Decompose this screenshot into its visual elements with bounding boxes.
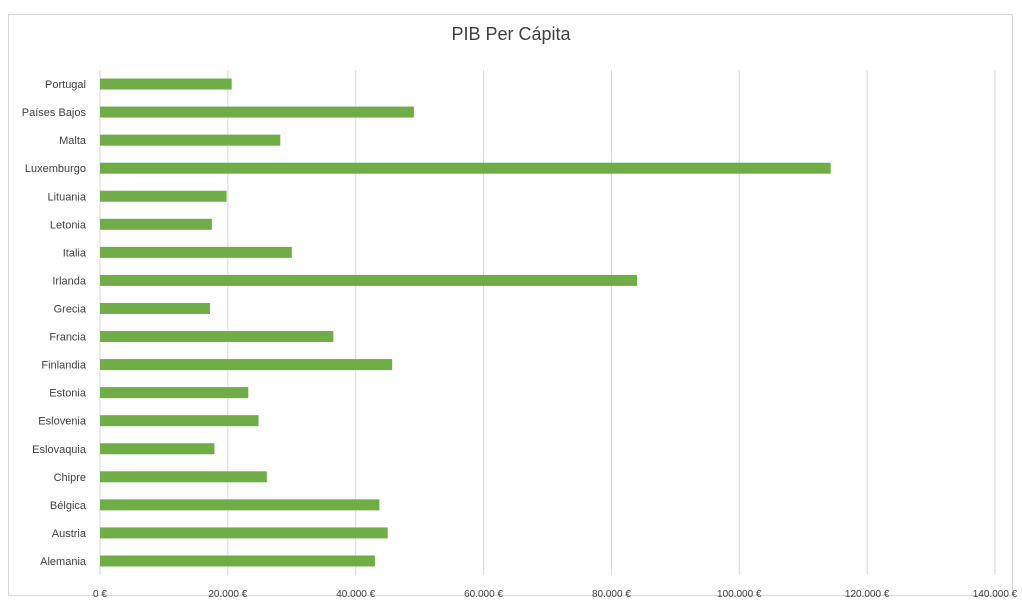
bar bbox=[100, 134, 281, 146]
category-label: Austria bbox=[52, 528, 87, 540]
x-tick-label: 120.000 € bbox=[845, 589, 890, 600]
chart-title: PIB Per Cápita bbox=[451, 24, 571, 44]
category-label: Estonia bbox=[49, 388, 87, 400]
category-label: Grecia bbox=[54, 303, 87, 315]
bar bbox=[100, 359, 393, 371]
bar bbox=[100, 387, 249, 399]
bars bbox=[100, 78, 831, 567]
category-label: Malta bbox=[59, 135, 87, 147]
x-tick-label: 0 € bbox=[93, 589, 107, 600]
category-label: Portugal bbox=[45, 79, 86, 91]
gridlines bbox=[99, 70, 996, 575]
bar bbox=[100, 302, 210, 314]
category-label: Alemania bbox=[40, 556, 87, 568]
bar bbox=[100, 274, 637, 286]
category-label: Bélgica bbox=[50, 500, 87, 512]
category-label: Eslovenia bbox=[38, 416, 87, 428]
x-tick-label: 20.000 € bbox=[208, 589, 247, 600]
category-label: Chipre bbox=[54, 472, 86, 484]
x-tick-label: 40.000 € bbox=[336, 589, 375, 600]
bar bbox=[100, 190, 227, 202]
category-label: Letonia bbox=[50, 219, 87, 231]
x-tick-label: 80.000 € bbox=[592, 589, 631, 600]
bar bbox=[100, 499, 380, 511]
x-tick-label: 60.000 € bbox=[464, 589, 503, 600]
category-label: Francia bbox=[49, 332, 87, 344]
x-tick-label: 100.000 € bbox=[717, 589, 762, 600]
bar bbox=[100, 162, 831, 174]
bar bbox=[100, 218, 212, 230]
category-label: Países Bajos bbox=[22, 107, 87, 119]
bar bbox=[100, 246, 292, 258]
bar bbox=[100, 527, 388, 539]
bar bbox=[100, 555, 375, 567]
category-label: Lituania bbox=[47, 191, 86, 203]
bar bbox=[100, 471, 267, 483]
category-labels: Portugal Países Bajos Malta Luxemburgo Litua… bbox=[22, 79, 87, 568]
bar bbox=[100, 331, 334, 343]
x-tick-label: 140.000 € bbox=[973, 589, 1018, 600]
category-label: Italia bbox=[63, 247, 87, 259]
x-tick-labels: 0 € 20.000 € 40.000 € 60.000 € 80.000 € 100.0… bbox=[93, 589, 1018, 600]
bar bbox=[100, 78, 232, 90]
category-label: Finlandia bbox=[41, 360, 87, 372]
category-label: Irlanda bbox=[52, 275, 87, 287]
bar bbox=[100, 106, 414, 118]
bar bbox=[100, 443, 215, 455]
category-label: Eslovaquia bbox=[32, 444, 87, 456]
bar bbox=[100, 415, 259, 427]
category-label: Luxemburgo bbox=[25, 163, 86, 175]
